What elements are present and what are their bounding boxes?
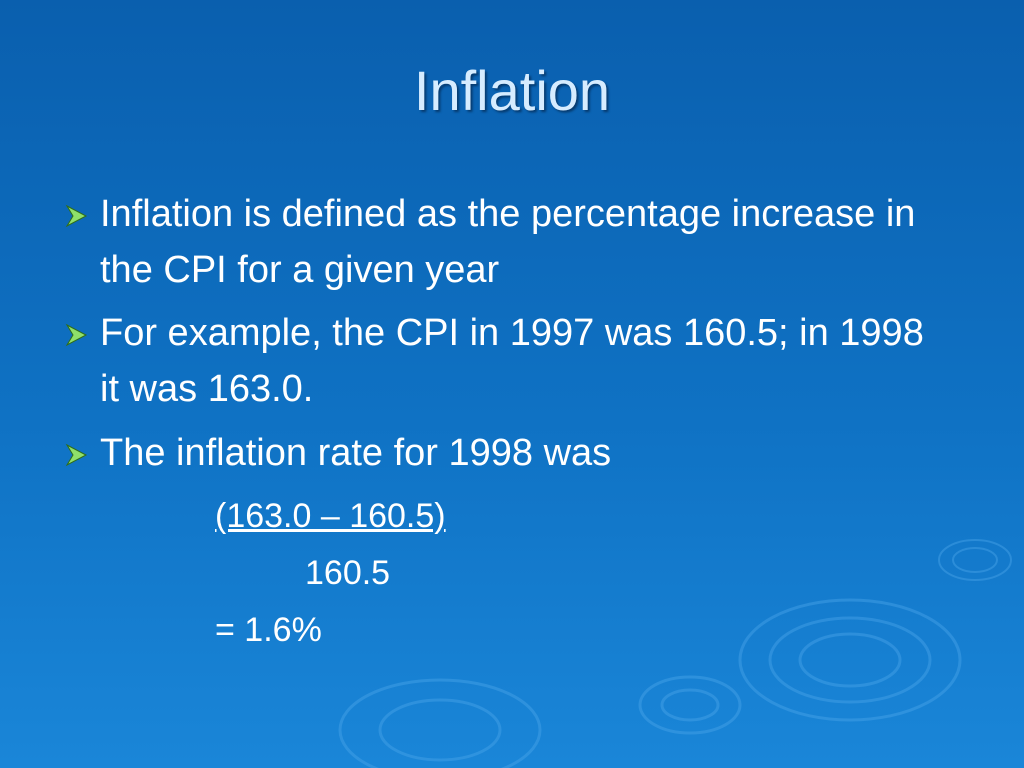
bullet-text: For example, the CPI in 1997 was 160.5; … [100, 312, 924, 410]
bullet-arrow [65, 204, 88, 228]
formula-denominator: 160.5 [305, 554, 391, 592]
formula-result: = 1.6% [215, 611, 322, 649]
bullet-text: Inflation is defined as the percentage i… [100, 193, 916, 291]
formula-numerator: (163.0 – 160.5) [215, 497, 446, 535]
bullet-text: The inflation rate for 1998 was [100, 432, 612, 474]
bullet-arrow [65, 323, 88, 347]
bullet-arrow [65, 443, 88, 467]
slide-title: Inflation [413, 59, 611, 122]
